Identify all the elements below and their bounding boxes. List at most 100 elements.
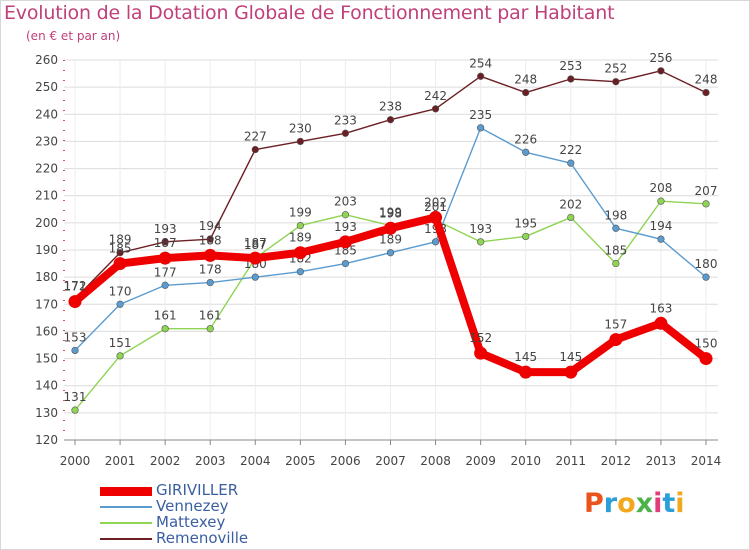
data-point xyxy=(116,352,124,360)
data-point xyxy=(251,145,259,154)
data-label: 252 xyxy=(604,62,627,76)
x-tick-label: 2002 xyxy=(150,454,181,468)
data-point xyxy=(158,251,172,265)
x-tick-label: 2000 xyxy=(60,454,91,468)
data-point xyxy=(519,365,533,379)
data-point xyxy=(296,268,304,276)
data-point xyxy=(71,406,79,414)
x-tick-label: 2009 xyxy=(465,454,496,468)
data-label: 202 xyxy=(559,197,582,211)
data-label: 207 xyxy=(695,184,718,198)
data-point xyxy=(657,197,665,205)
data-point xyxy=(203,248,217,262)
data-point xyxy=(567,75,575,83)
data-point xyxy=(609,333,623,347)
data-point xyxy=(699,352,713,366)
data-point xyxy=(522,232,530,241)
chart-subtitle: (en € et par an) xyxy=(26,29,121,43)
data-label: 248 xyxy=(514,73,537,87)
y-tick-label: 140 xyxy=(35,379,58,393)
data-point xyxy=(567,213,575,222)
y-tick-label: 250 xyxy=(35,80,58,94)
data-point xyxy=(206,278,214,287)
legend-label: GIRIVILLER xyxy=(156,481,239,499)
y-tick-label: 260 xyxy=(35,53,58,67)
data-label: 161 xyxy=(154,309,177,323)
data-point xyxy=(477,124,485,132)
data-point xyxy=(612,224,620,232)
data-point xyxy=(702,200,710,208)
legend-swatch xyxy=(100,486,152,496)
data-label: 199 xyxy=(379,206,402,220)
data-label: 180 xyxy=(695,257,718,271)
x-tick-label: 2011 xyxy=(556,454,587,468)
data-label: 230 xyxy=(289,121,312,135)
data-label: 151 xyxy=(109,336,132,350)
legend-swatch xyxy=(100,506,152,508)
data-point xyxy=(657,67,665,75)
y-tick-label: 200 xyxy=(35,216,58,230)
data-label: 189 xyxy=(379,233,402,247)
y-tick-label: 170 xyxy=(35,297,58,311)
x-tick-label: 2004 xyxy=(240,454,271,468)
data-label: 131 xyxy=(64,390,87,404)
y-tick-label: 240 xyxy=(35,107,58,121)
x-tick-label: 2013 xyxy=(646,454,677,468)
data-label: 187 xyxy=(154,236,177,250)
data-label: 254 xyxy=(469,56,492,70)
data-label: 152 xyxy=(469,331,492,345)
chart-title: Evolution de la Dotation Globale de Fonc… xyxy=(4,2,615,24)
proxiti-logo: Proxiti xyxy=(584,488,685,519)
y-tick-label: 190 xyxy=(35,243,58,257)
data-point xyxy=(431,238,440,246)
data-label: 193 xyxy=(334,220,357,234)
x-tick-label: 2006 xyxy=(330,454,361,468)
data-point xyxy=(251,273,259,281)
data-label: 233 xyxy=(334,113,357,127)
data-label: 187 xyxy=(244,236,267,250)
data-label: 198 xyxy=(604,208,627,222)
data-label: 208 xyxy=(649,181,672,195)
data-point xyxy=(654,316,668,330)
data-point xyxy=(386,249,395,257)
data-point xyxy=(657,235,665,243)
data-label: 238 xyxy=(379,100,402,114)
y-tick-label: 220 xyxy=(35,162,58,176)
data-point xyxy=(338,235,352,249)
data-point xyxy=(522,148,530,156)
data-label: 187 xyxy=(244,238,267,252)
data-point xyxy=(113,257,127,271)
data-point xyxy=(161,325,169,333)
data-label: 145 xyxy=(514,350,537,364)
data-point xyxy=(206,325,214,333)
data-point xyxy=(474,346,488,360)
data-label: 248 xyxy=(695,73,718,87)
data-label: 185 xyxy=(109,242,132,256)
y-tick-label: 120 xyxy=(35,433,58,447)
data-label: 185 xyxy=(604,244,627,258)
data-label: 171 xyxy=(64,280,87,294)
data-label: 189 xyxy=(109,233,132,247)
y-tick-label: 150 xyxy=(35,352,58,366)
data-label: 199 xyxy=(289,206,312,220)
data-point xyxy=(248,251,262,265)
data-point xyxy=(564,365,578,379)
data-label: 256 xyxy=(649,51,672,65)
x-tick-label: 2012 xyxy=(601,454,632,468)
data-label: 194 xyxy=(649,219,672,233)
data-label: 222 xyxy=(559,143,582,157)
data-point xyxy=(116,249,124,257)
data-label: 242 xyxy=(424,89,447,103)
data-point xyxy=(341,211,350,219)
x-tick-label: 2003 xyxy=(195,454,226,468)
y-tick-label: 160 xyxy=(35,324,58,338)
data-point xyxy=(522,88,530,97)
legend-label: Remenoville xyxy=(156,529,249,547)
data-point xyxy=(296,137,304,146)
data-label: 188 xyxy=(199,233,222,247)
data-label: 198 xyxy=(379,206,402,220)
legend-label: Vennezey xyxy=(156,497,229,515)
data-point xyxy=(429,210,443,224)
y-tick-label: 210 xyxy=(35,189,58,203)
data-point xyxy=(161,238,169,246)
